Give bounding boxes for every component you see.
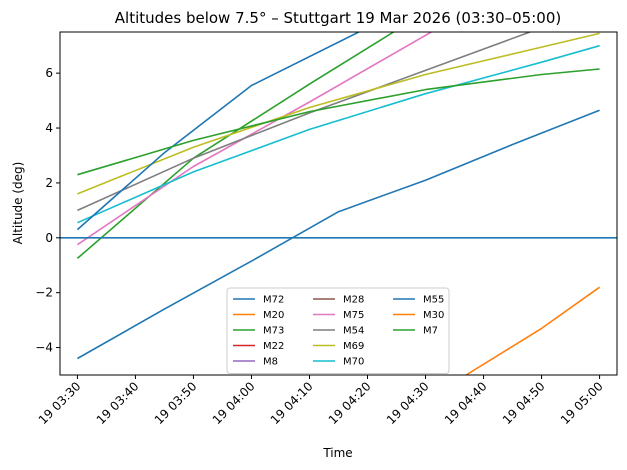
y-tick-label: 0	[45, 231, 53, 245]
series-line-m75	[76, 32, 432, 246]
y-tick-label: 4	[45, 121, 53, 135]
legend-label: M54	[343, 326, 364, 337]
x-tick-label: 19 04:10	[268, 379, 316, 427]
legend-label: M55	[423, 295, 444, 306]
series-line-m54	[77, 32, 531, 212]
legend-label: M22	[263, 341, 284, 352]
y-axis-label: Altitude (deg)	[11, 162, 25, 245]
x-tick-label: 19 05:00	[558, 379, 606, 427]
x-tick-label: 19 04:50	[500, 379, 548, 427]
series-line-m72	[77, 109, 600, 360]
legend-label: M30	[423, 310, 444, 321]
legend-label: M70	[343, 357, 364, 368]
legend-box	[226, 287, 450, 374]
x-tick-label: 19 04:20	[326, 379, 374, 427]
series-line-m20	[465, 286, 601, 375]
series-line-m55	[76, 32, 360, 231]
x-axis-label: Time	[322, 446, 352, 460]
series-line-m73	[76, 32, 395, 260]
series-line-m69	[77, 32, 600, 195]
x-tick-label: 19 03:30	[36, 379, 84, 427]
x-tick-label: 19 04:30	[384, 379, 432, 427]
y-tick-label: −2	[35, 286, 53, 300]
legend-label: M72	[263, 295, 284, 306]
series-line-m7	[77, 68, 600, 176]
legend-label: M75	[343, 310, 364, 321]
legend: M72 M20 M73 M22 M8 M28 M75 M54 M69 M70 M55 M30 M7	[226, 287, 450, 374]
legend-label: M28	[343, 295, 364, 306]
chart-title: Altitudes below 7.5° – Stuttgart 19 Mar …	[115, 9, 561, 27]
x-tick-label: 19 04:00	[210, 379, 258, 427]
legend-label: M73	[263, 326, 284, 337]
y-tick-label: −4	[35, 341, 53, 355]
x-tick-label: 19 03:50	[152, 379, 200, 427]
plot-frame	[59, 31, 618, 376]
legend-label: M8	[263, 357, 278, 368]
legend-label: M69	[343, 341, 364, 352]
x-tick-label: 19 04:40	[442, 379, 490, 427]
series-layer	[60, 32, 617, 375]
legend-label: M20	[263, 310, 284, 321]
x-tick-label: 19 03:40	[94, 379, 142, 427]
legend-label: M7	[423, 326, 438, 337]
series-line-m70	[77, 44, 600, 224]
y-tick-label: 6	[45, 66, 53, 80]
y-tick-label: 2	[45, 176, 53, 190]
